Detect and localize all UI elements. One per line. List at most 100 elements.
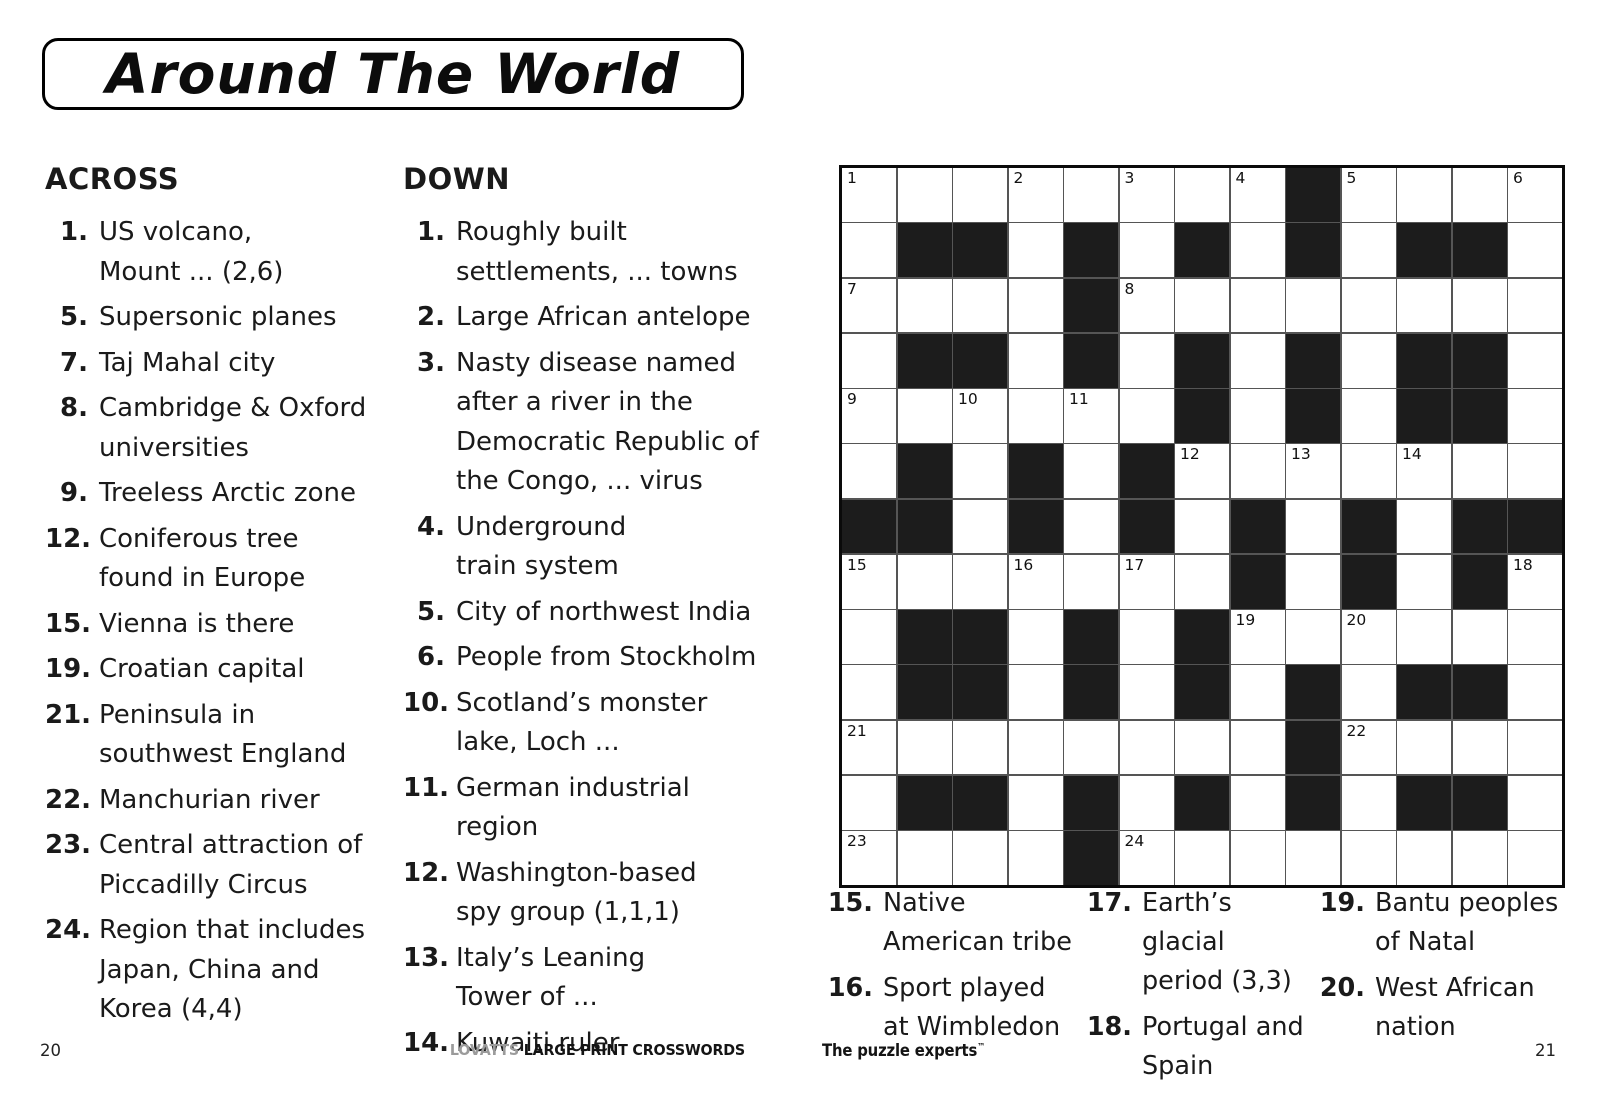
- grid-cell[interactable]: [953, 831, 1007, 885]
- grid-cell[interactable]: [1008, 389, 1063, 443]
- grid-cell[interactable]: [1397, 610, 1451, 664]
- grid-cell[interactable]: [897, 831, 952, 885]
- grid-cell[interactable]: [1064, 168, 1118, 222]
- grid-cell[interactable]: 18: [1508, 554, 1562, 609]
- grid-cell[interactable]: [897, 168, 952, 222]
- grid-cell[interactable]: [1008, 223, 1063, 278]
- grid-cell[interactable]: [953, 168, 1007, 222]
- grid-cell[interactable]: [1230, 720, 1285, 775]
- grid-cell[interactable]: [1175, 554, 1229, 609]
- grid-cell[interactable]: [1508, 223, 1562, 278]
- grid-cell[interactable]: 7: [842, 278, 896, 333]
- grid-cell[interactable]: [1286, 499, 1340, 554]
- grid-cell[interactable]: 23: [842, 831, 896, 885]
- grid-cell[interactable]: [842, 775, 896, 830]
- grid-cell[interactable]: 1: [842, 168, 896, 222]
- grid-cell[interactable]: [1119, 223, 1174, 278]
- grid-cell[interactable]: [1452, 168, 1507, 222]
- grid-cell[interactable]: [1341, 278, 1396, 333]
- grid-cell[interactable]: 13: [1286, 444, 1340, 499]
- grid-cell[interactable]: [842, 610, 896, 664]
- grid-cell[interactable]: [953, 720, 1007, 775]
- grid-cell[interactable]: [1008, 333, 1063, 388]
- grid-cell[interactable]: [1286, 610, 1340, 664]
- grid-cell[interactable]: [1452, 610, 1507, 664]
- grid-cell[interactable]: [1230, 333, 1285, 388]
- grid-cell[interactable]: [1341, 333, 1396, 388]
- grid-cell[interactable]: [1175, 831, 1229, 885]
- grid-cell[interactable]: 3: [1119, 168, 1174, 222]
- grid-cell[interactable]: [1508, 333, 1562, 388]
- grid-cell[interactable]: [1341, 389, 1396, 443]
- grid-cell[interactable]: 15: [842, 554, 896, 609]
- grid-cell[interactable]: [1397, 278, 1451, 333]
- grid-cell[interactable]: [842, 444, 896, 499]
- grid-cell[interactable]: 12: [1175, 444, 1229, 499]
- grid-cell[interactable]: 8: [1119, 278, 1174, 333]
- grid-cell[interactable]: [1008, 665, 1063, 720]
- grid-cell[interactable]: [953, 444, 1007, 499]
- grid-cell[interactable]: [1175, 278, 1229, 333]
- grid-cell[interactable]: 6: [1508, 168, 1562, 222]
- grid-cell[interactable]: [1064, 499, 1118, 554]
- grid-cell[interactable]: [1175, 720, 1229, 775]
- grid-cell[interactable]: 16: [1008, 554, 1063, 609]
- grid-cell[interactable]: [1508, 444, 1562, 499]
- grid-cell[interactable]: [1452, 831, 1507, 885]
- grid-cell[interactable]: [842, 333, 896, 388]
- grid-cell[interactable]: [1175, 168, 1229, 222]
- grid-cell[interactable]: [1286, 278, 1340, 333]
- grid-cell[interactable]: [1064, 554, 1118, 609]
- grid-cell[interactable]: [897, 554, 952, 609]
- grid-cell[interactable]: [842, 665, 896, 720]
- grid-cell[interactable]: [1341, 665, 1396, 720]
- grid-cell[interactable]: 4: [1230, 168, 1285, 222]
- grid-cell[interactable]: [1286, 554, 1340, 609]
- grid-cell[interactable]: [897, 278, 952, 333]
- grid-cell[interactable]: [1230, 665, 1285, 720]
- grid-cell[interactable]: [1119, 720, 1174, 775]
- grid-cell[interactable]: [1230, 831, 1285, 885]
- grid-cell[interactable]: [953, 499, 1007, 554]
- grid-cell[interactable]: [1508, 775, 1562, 830]
- grid-cell[interactable]: 5: [1341, 168, 1396, 222]
- grid-cell[interactable]: [1119, 389, 1174, 443]
- grid-cell[interactable]: [1397, 720, 1451, 775]
- grid-cell[interactable]: [1230, 278, 1285, 333]
- grid-cell[interactable]: [1119, 775, 1174, 830]
- grid-cell[interactable]: 19: [1230, 610, 1285, 664]
- grid-cell[interactable]: [1508, 720, 1562, 775]
- grid-cell[interactable]: [1341, 444, 1396, 499]
- grid-cell[interactable]: [1230, 223, 1285, 278]
- grid-cell[interactable]: [897, 720, 952, 775]
- grid-cell[interactable]: 17: [1119, 554, 1174, 609]
- grid-cell[interactable]: 9: [842, 389, 896, 443]
- grid-cell[interactable]: [953, 278, 1007, 333]
- grid-cell[interactable]: 22: [1341, 720, 1396, 775]
- grid-cell[interactable]: [897, 389, 952, 443]
- grid-cell[interactable]: [1452, 444, 1507, 499]
- grid-cell[interactable]: [1341, 775, 1396, 830]
- grid-cell[interactable]: [1341, 831, 1396, 885]
- grid-cell[interactable]: [1119, 333, 1174, 388]
- grid-cell[interactable]: [1008, 610, 1063, 664]
- grid-cell[interactable]: [1064, 444, 1118, 499]
- grid-cell[interactable]: [1008, 831, 1063, 885]
- grid-cell[interactable]: [1008, 720, 1063, 775]
- grid-cell[interactable]: [1008, 278, 1063, 333]
- grid-cell[interactable]: [842, 223, 896, 278]
- grid-cell[interactable]: [1341, 223, 1396, 278]
- grid-cell[interactable]: [1508, 389, 1562, 443]
- grid-cell[interactable]: [1508, 665, 1562, 720]
- grid-cell[interactable]: [1119, 665, 1174, 720]
- grid-cell[interactable]: [1508, 610, 1562, 664]
- grid-cell[interactable]: 2: [1008, 168, 1063, 222]
- grid-cell[interactable]: [1397, 831, 1451, 885]
- grid-cell[interactable]: [953, 554, 1007, 609]
- grid-cell[interactable]: [1119, 610, 1174, 664]
- grid-cell[interactable]: [1230, 444, 1285, 499]
- grid-cell[interactable]: [1452, 278, 1507, 333]
- grid-cell[interactable]: [1508, 831, 1562, 885]
- grid-cell[interactable]: [1452, 720, 1507, 775]
- grid-cell[interactable]: 14: [1397, 444, 1451, 499]
